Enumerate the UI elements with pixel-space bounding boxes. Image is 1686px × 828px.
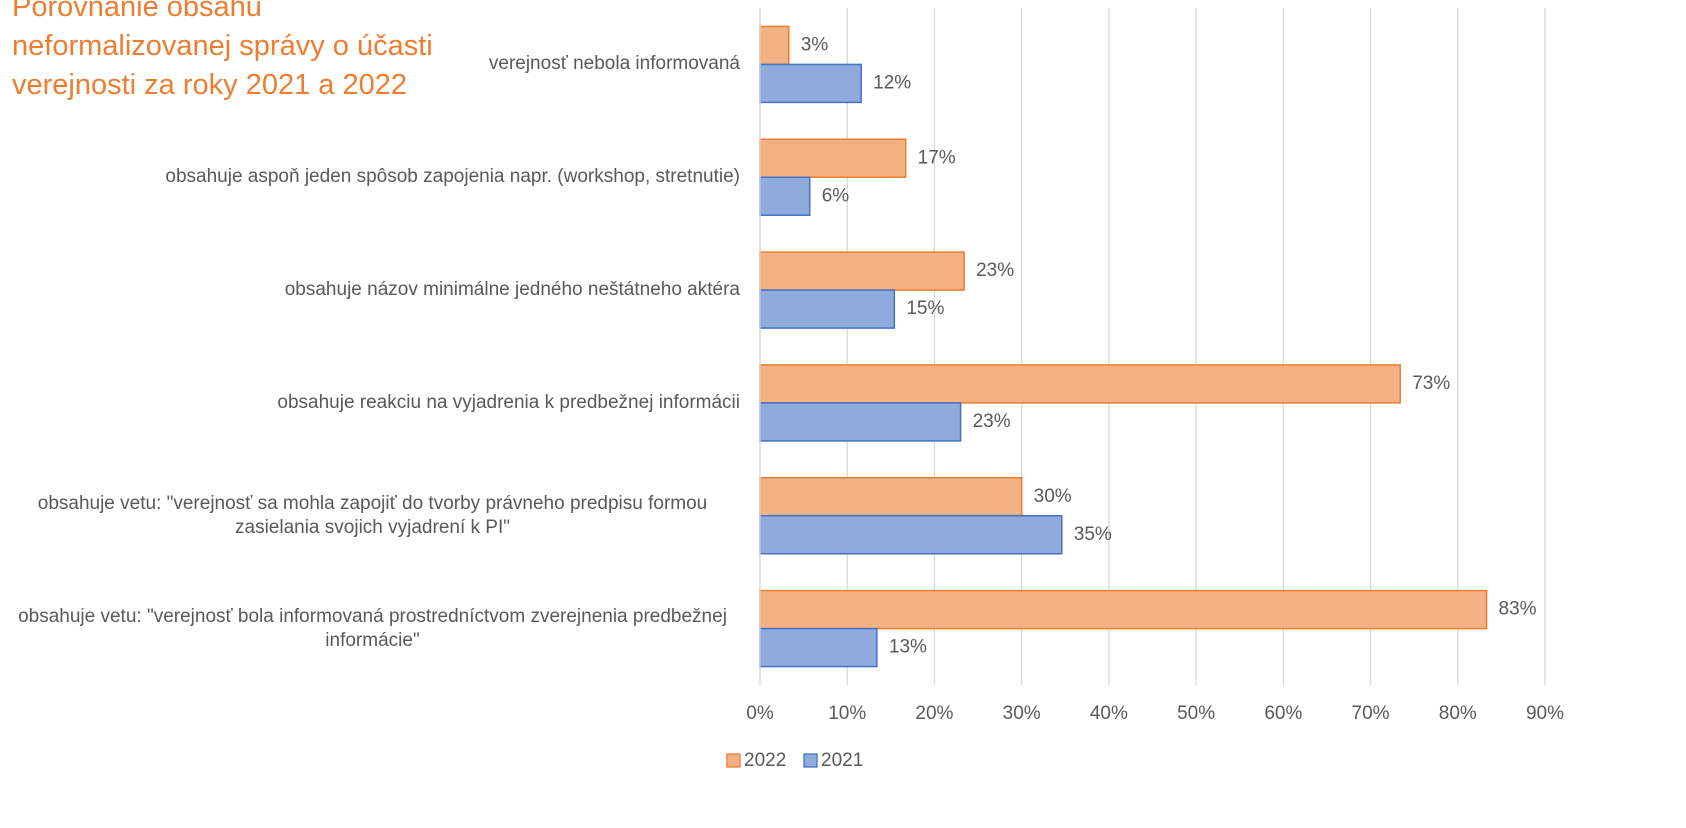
bar [759, 589, 1488, 630]
data-label: 6% [822, 185, 850, 206]
category-label: obsahuje reakciu na vyjadrenia k predbež… [277, 391, 740, 413]
data-label: 23% [976, 260, 1014, 281]
x-tick-label: 90% [1526, 703, 1564, 724]
data-label: 12% [873, 72, 911, 93]
data-label: 23% [973, 411, 1011, 432]
data-label: 13% [889, 637, 927, 658]
bar [759, 138, 907, 178]
legend-swatch [726, 753, 741, 768]
category-label: verejnosť nebola informovaná [488, 53, 740, 75]
data-label: 30% [1034, 486, 1072, 507]
data-label: 3% [801, 34, 829, 55]
bar [759, 477, 1023, 517]
x-tick-label: 30% [1003, 703, 1041, 724]
bar [759, 402, 962, 442]
category-label: obsahuje vetu: "verejnosť sa mohla zapoj… [37, 492, 708, 538]
bar [759, 176, 811, 216]
data-label: 35% [1074, 524, 1112, 545]
data-label: 15% [906, 298, 944, 319]
x-tick-label: 0% [746, 703, 774, 724]
legend-swatch [803, 753, 818, 768]
bar [759, 63, 862, 104]
bar [759, 627, 878, 668]
bar [759, 364, 1401, 404]
data-label: 83% [1499, 599, 1537, 620]
x-tick-label: 50% [1177, 703, 1215, 724]
category-label: obsahuje názov minimálne jedného neštátn… [284, 279, 740, 301]
x-tick-label: 40% [1090, 703, 1128, 724]
x-tick-label: 10% [828, 703, 866, 724]
chart-title: Porovnanie obsahu neformalizovanej správ… [12, 0, 433, 101]
bar [759, 515, 1063, 555]
x-tick-label: 20% [915, 703, 953, 724]
x-tick-label: 70% [1352, 703, 1390, 724]
bar [759, 251, 965, 291]
x-tick-label: 60% [1264, 703, 1302, 724]
x-tick-label: 80% [1439, 703, 1477, 724]
data-label: 17% [918, 147, 956, 168]
legend-label: 2022 [744, 750, 786, 771]
data-label: 73% [1412, 373, 1450, 394]
category-label: obsahuje aspoň jeden spôsob zapojenia na… [165, 166, 740, 188]
bar [759, 25, 790, 66]
category-label: obsahuje vetu: "verejnosť bola informova… [18, 605, 727, 651]
bar [759, 289, 896, 329]
legend-label: 2021 [821, 750, 863, 771]
